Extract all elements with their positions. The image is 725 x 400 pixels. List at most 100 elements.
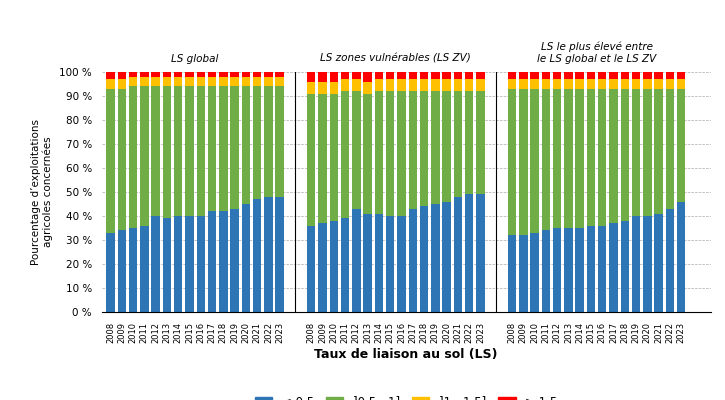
Bar xyxy=(553,228,561,312)
Bar xyxy=(576,89,584,228)
Bar xyxy=(241,72,250,77)
Bar xyxy=(397,79,406,91)
Y-axis label: Pourcentage d’exploitations
agricoles concernées: Pourcentage d’exploitations agricoles co… xyxy=(31,119,54,265)
Bar xyxy=(386,79,394,91)
Bar xyxy=(107,72,115,79)
Bar xyxy=(507,89,516,235)
Bar xyxy=(465,79,473,91)
Bar xyxy=(276,86,284,197)
Bar xyxy=(196,77,205,86)
Bar xyxy=(375,72,383,79)
Bar xyxy=(174,86,183,216)
Bar xyxy=(231,77,239,86)
Bar xyxy=(117,79,126,89)
Bar xyxy=(643,89,652,216)
Bar xyxy=(442,72,451,79)
Bar xyxy=(553,79,561,89)
Bar xyxy=(162,72,171,77)
Bar xyxy=(341,218,349,312)
Bar xyxy=(621,221,629,312)
Bar xyxy=(231,72,239,77)
Bar xyxy=(253,72,261,77)
Bar xyxy=(465,72,473,79)
Bar xyxy=(264,72,273,77)
Bar xyxy=(587,72,595,79)
Bar xyxy=(530,233,539,312)
Bar xyxy=(231,86,239,209)
Bar xyxy=(219,86,228,211)
Bar xyxy=(609,223,618,312)
Bar xyxy=(431,204,439,312)
Bar xyxy=(397,72,406,79)
Bar xyxy=(643,72,652,79)
Bar xyxy=(666,79,674,89)
Bar xyxy=(341,72,349,79)
Bar xyxy=(454,72,462,79)
Bar xyxy=(307,82,315,94)
Bar xyxy=(587,79,595,89)
Bar xyxy=(666,209,674,312)
Bar xyxy=(174,77,183,86)
Bar xyxy=(420,79,428,91)
Bar xyxy=(530,72,539,79)
Bar xyxy=(174,72,183,77)
Bar xyxy=(117,89,126,230)
Bar xyxy=(186,86,194,216)
Bar xyxy=(107,89,115,233)
Bar xyxy=(264,77,273,86)
Legend: ≤ 0,5, ]0,5 - 1], ]1 - 1,5], > 1,5: ≤ 0,5, ]0,5 - 1], ]1 - 1,5], > 1,5 xyxy=(250,392,562,400)
Bar xyxy=(564,72,573,79)
Bar xyxy=(231,209,239,312)
Bar xyxy=(129,72,137,77)
Bar xyxy=(318,82,327,94)
Bar xyxy=(431,79,439,91)
Bar xyxy=(208,211,216,312)
Bar xyxy=(129,228,137,312)
Bar xyxy=(397,91,406,216)
Bar xyxy=(219,72,228,77)
Bar xyxy=(621,79,629,89)
Bar xyxy=(454,91,462,197)
Bar xyxy=(241,86,250,204)
Bar xyxy=(587,89,595,226)
Bar xyxy=(196,216,205,312)
Bar xyxy=(276,197,284,312)
Bar xyxy=(352,209,360,312)
Bar xyxy=(655,72,663,79)
Bar xyxy=(507,235,516,312)
Bar xyxy=(454,197,462,312)
Bar xyxy=(264,86,273,197)
Bar xyxy=(330,82,338,94)
Bar xyxy=(519,235,528,312)
Bar xyxy=(598,79,606,89)
Bar xyxy=(631,216,640,312)
Bar xyxy=(442,79,451,91)
Bar xyxy=(631,72,640,79)
Bar xyxy=(318,72,327,82)
Bar xyxy=(677,202,685,312)
Bar xyxy=(196,86,205,216)
Bar xyxy=(564,228,573,312)
Bar xyxy=(420,72,428,79)
Bar xyxy=(655,214,663,312)
Bar xyxy=(609,89,618,223)
Bar xyxy=(409,91,417,209)
Bar xyxy=(117,230,126,312)
Bar xyxy=(341,79,349,91)
Bar xyxy=(576,79,584,89)
Bar xyxy=(276,72,284,77)
Bar xyxy=(129,77,137,86)
Bar xyxy=(431,91,439,204)
Bar xyxy=(386,216,394,312)
Bar xyxy=(609,72,618,79)
Bar xyxy=(631,79,640,89)
Bar xyxy=(330,72,338,82)
Bar xyxy=(530,79,539,89)
Bar xyxy=(542,72,550,79)
Text: LS zones vulnérables (LS ZV): LS zones vulnérables (LS ZV) xyxy=(320,54,471,64)
Bar xyxy=(666,72,674,79)
Bar xyxy=(318,223,327,312)
Bar xyxy=(677,79,685,89)
Bar xyxy=(397,216,406,312)
Bar xyxy=(140,226,149,312)
